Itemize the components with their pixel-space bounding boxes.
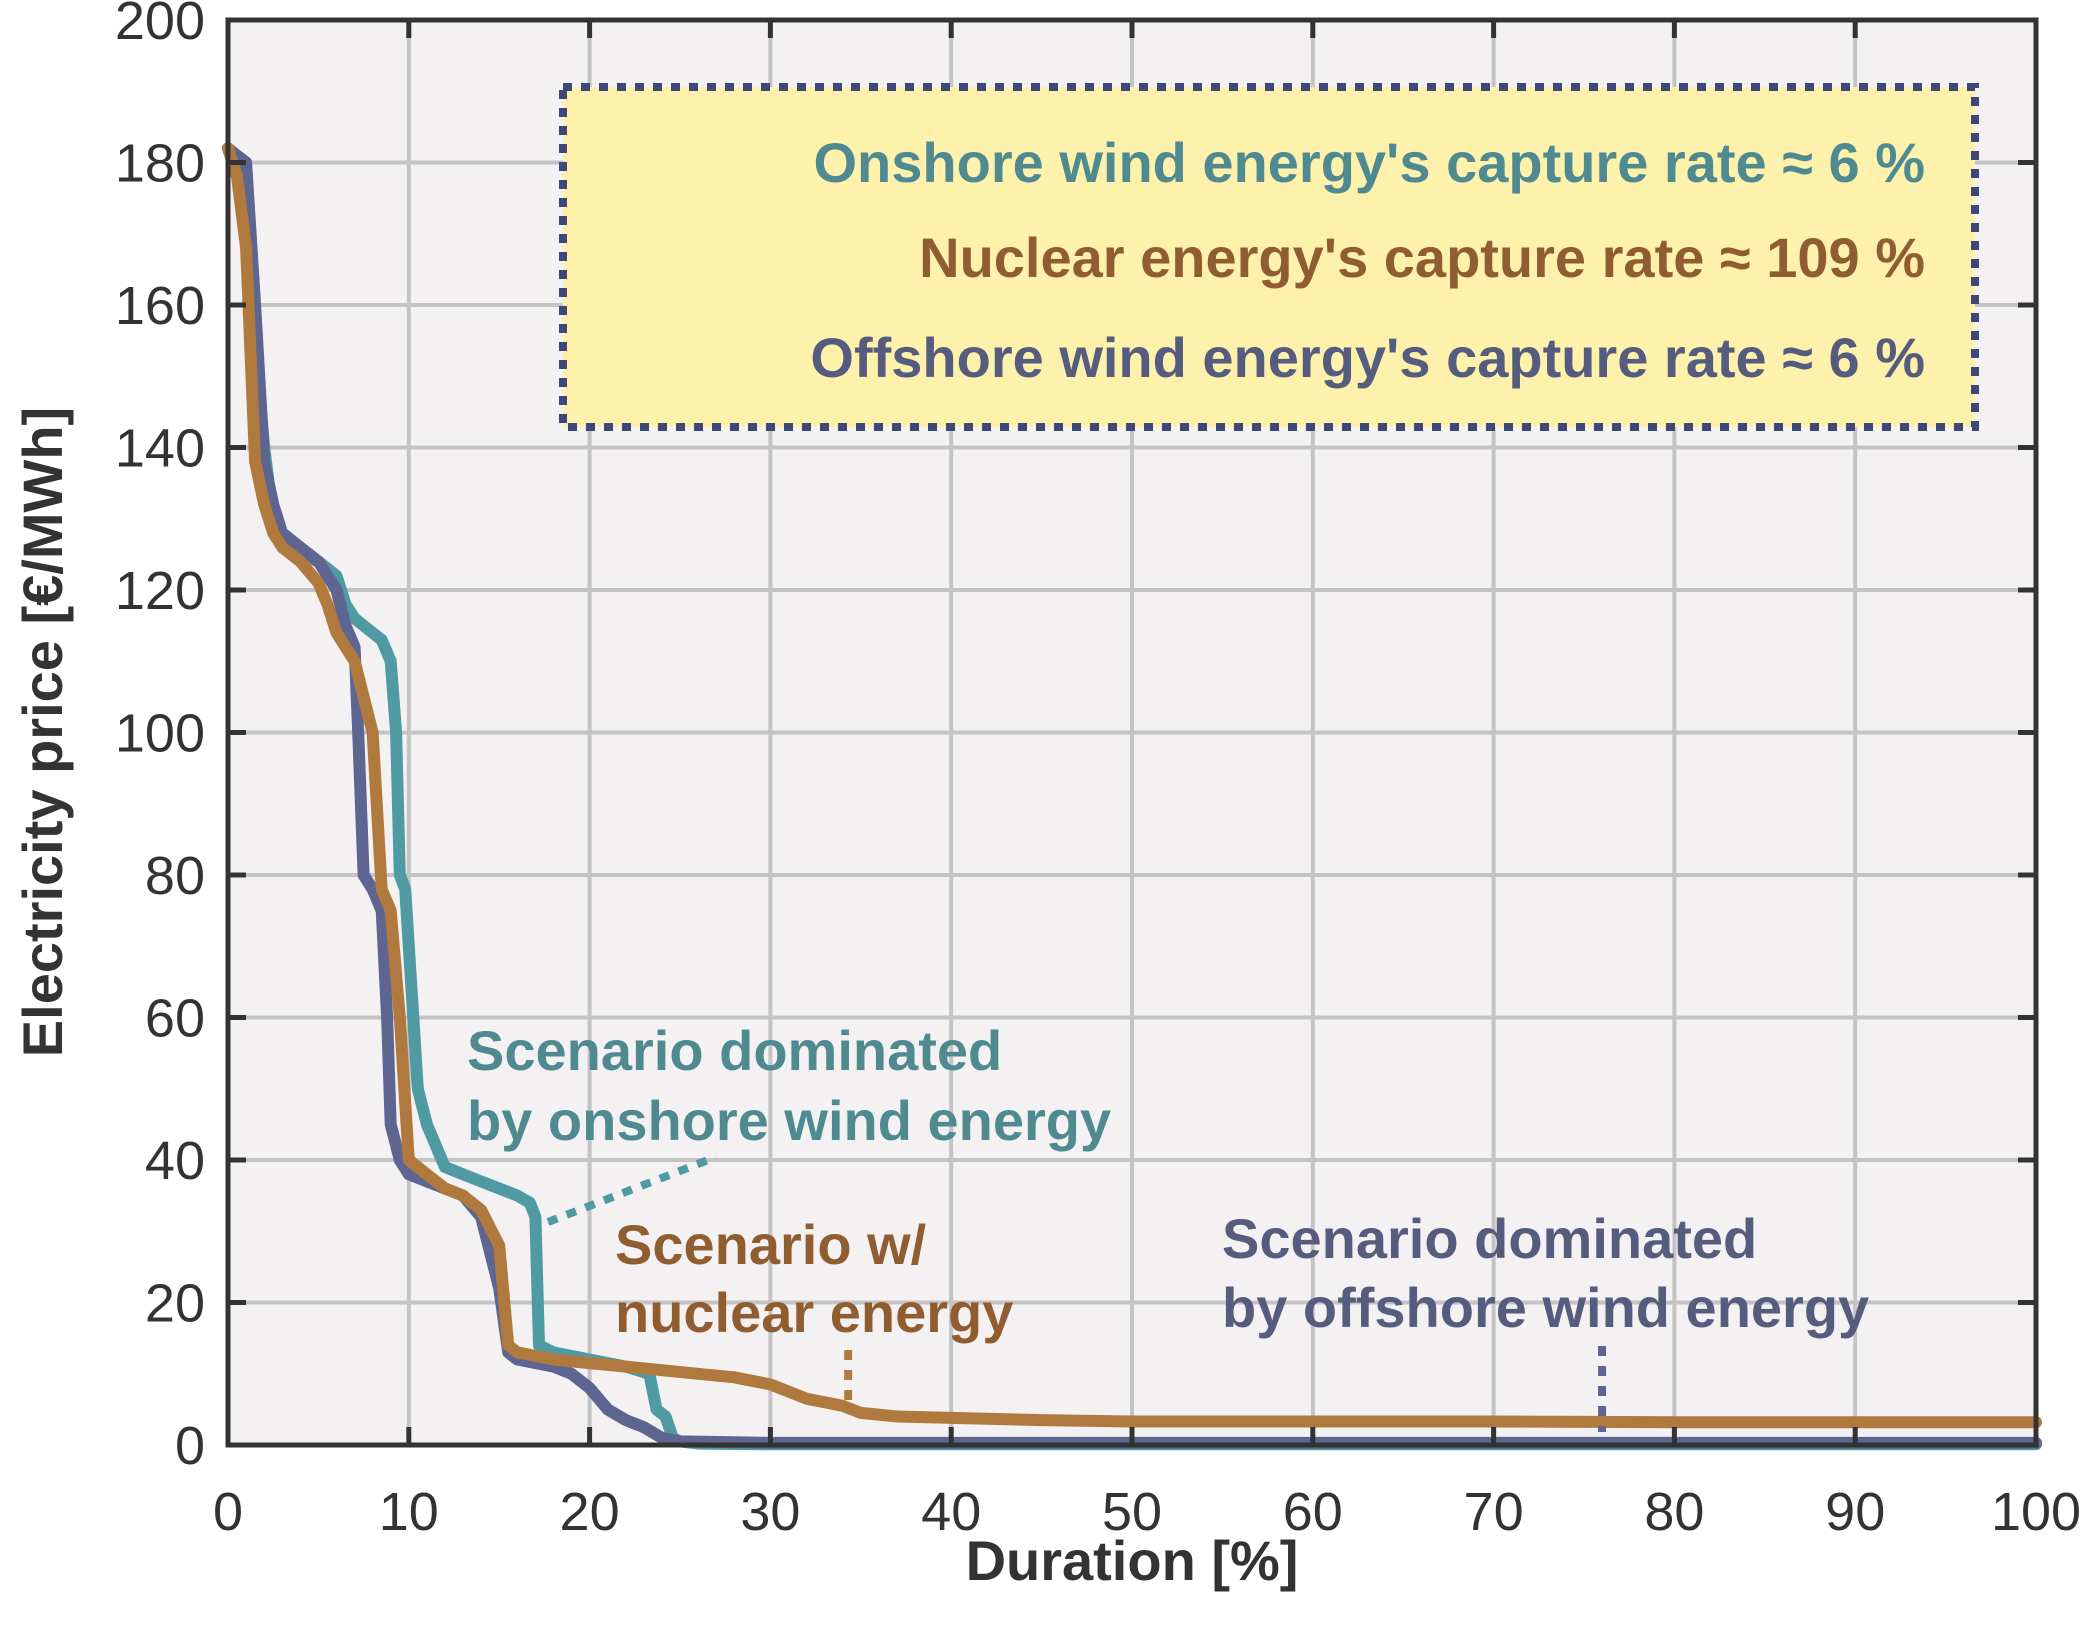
y-tick-label: 160 — [115, 276, 205, 336]
offshore-capture-rate-text: Offshore wind energy's capture rate ≈ 6 … — [810, 326, 1925, 389]
nuclear-scenario-annotation: Scenario w/ nuclear energy — [615, 1213, 1013, 1344]
y-tick-label: 140 — [115, 419, 205, 479]
x-tick-label: 50 — [1102, 1482, 1162, 1542]
offshore-scenario-annotation: Scenario dominated by offshore wind ener… — [1222, 1207, 1869, 1339]
x-tick-label: 0 — [213, 1482, 243, 1542]
y-tick-label: 200 — [115, 0, 205, 51]
nuclear-annotation-line-1: Scenario w/ — [615, 1213, 927, 1276]
x-tick-label: 70 — [1464, 1482, 1524, 1542]
axis-ticks — [225, 17, 2039, 1448]
x-tick-label: 20 — [560, 1482, 620, 1542]
x-tick-label: 40 — [921, 1482, 981, 1542]
x-tick-labels: 0 10 20 30 40 50 60 70 80 90 100 — [213, 1482, 2081, 1542]
capture-rate-box-background — [559, 83, 1979, 431]
x-axis-title: Duration [%] — [966, 1529, 1299, 1592]
y-axis-title: Electricity price [€/MWh] — [11, 407, 74, 1057]
nuclear-annotation-line-2: nuclear energy — [615, 1281, 1013, 1344]
x-tick-label: 90 — [1825, 1482, 1885, 1542]
y-tick-label: 100 — [115, 704, 205, 764]
annotation-leader-lines — [546, 1153, 1607, 1432]
y-tick-label: 180 — [115, 134, 205, 194]
onshore-capture-rate-text: Onshore wind energy's capture rate ≈ 6 % — [814, 131, 1926, 194]
nuclear-series-line — [222, 142, 2042, 1429]
capture-rate-box: Onshore wind energy's capture rate ≈ 6 %… — [559, 83, 1979, 431]
x-tick-label: 10 — [379, 1482, 439, 1542]
y-tick-label: 80 — [145, 846, 205, 906]
nuclear-capture-rate-text: Nuclear energy's capture rate ≈ 109 % — [919, 226, 1925, 289]
y-tick-label: 120 — [115, 561, 205, 621]
y-tick-label: 20 — [145, 1274, 205, 1334]
onshore-annotation-line-2: by onshore wind energy — [467, 1089, 1111, 1152]
x-tick-label: 60 — [1283, 1482, 1343, 1542]
x-tick-label: 100 — [1991, 1482, 2081, 1542]
offshore-annotation-line-2: by offshore wind energy — [1222, 1276, 1869, 1339]
y-tick-label: 0 — [175, 1416, 205, 1476]
y-tick-label: 40 — [145, 1131, 205, 1191]
onshore-annotation-line-1: Scenario dominated — [467, 1019, 1002, 1082]
onshore-scenario-annotation: Scenario dominated by onshore wind energ… — [467, 1019, 1111, 1152]
offshore-annotation-line-1: Scenario dominated — [1222, 1207, 1757, 1270]
y-tick-labels: 0 20 40 60 80 100 120 140 160 180 200 — [115, 0, 205, 1476]
x-tick-label: 30 — [740, 1482, 800, 1542]
y-tick-label: 60 — [145, 989, 205, 1049]
x-tick-label: 80 — [1644, 1482, 1704, 1542]
